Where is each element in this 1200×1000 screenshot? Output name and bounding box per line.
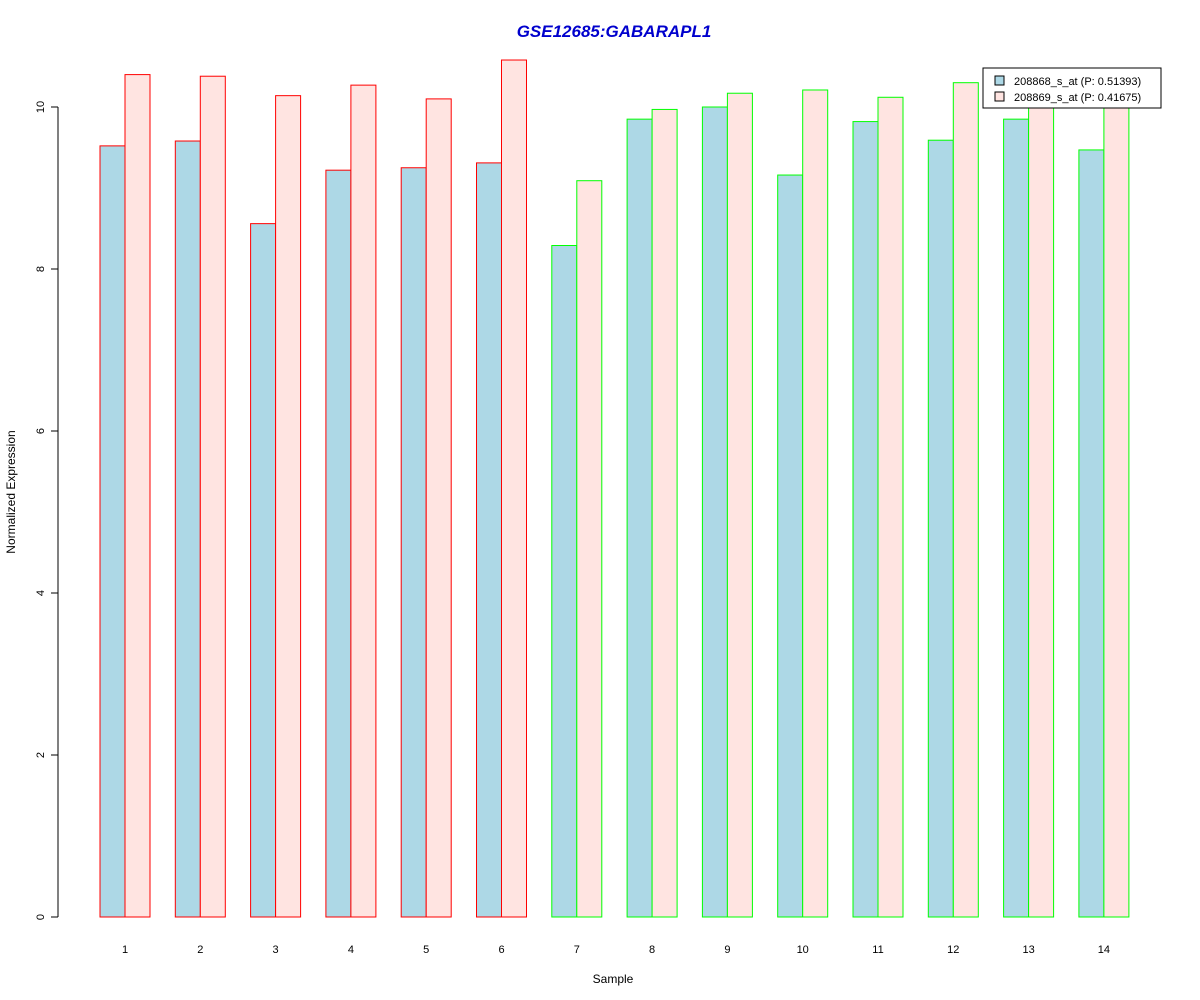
bar-series-2-sample-8 bbox=[651, 108, 678, 918]
y-tick-label: 10 bbox=[35, 101, 47, 113]
bar-series-2-sample-11 bbox=[877, 96, 904, 918]
bar-series-1-sample-8 bbox=[626, 118, 653, 918]
bar-series-2-sample-10 bbox=[802, 89, 829, 918]
y-tick-label: 4 bbox=[35, 590, 47, 596]
bar-series-1-sample-13 bbox=[1003, 118, 1030, 918]
bar-series-1-sample-11 bbox=[852, 121, 879, 918]
x-tick-label: 10 bbox=[797, 944, 809, 956]
bar-series-2-sample-9 bbox=[726, 92, 753, 918]
x-tick-label: 8 bbox=[649, 944, 655, 956]
x-tick-label: 5 bbox=[423, 944, 429, 956]
chart-title: GSE12685:GABARAPL1 bbox=[517, 22, 712, 41]
y-axis: 0 2 4 6 8 10 bbox=[35, 101, 59, 920]
y-axis-title: Normalized Expression bbox=[4, 430, 18, 553]
bar-series-1-sample-7 bbox=[551, 245, 578, 918]
legend-box bbox=[982, 67, 1162, 109]
bar-series-1-sample-10 bbox=[777, 174, 804, 918]
x-tick-label: 2 bbox=[197, 944, 203, 956]
x-tick-label: 11 bbox=[872, 944, 883, 956]
x-tick-label: 6 bbox=[498, 944, 504, 956]
x-tick-label: 13 bbox=[1022, 944, 1034, 956]
bar-series-1-sample-6 bbox=[476, 162, 502, 918]
legend-label: 208868_s_at (P: 0.51393) bbox=[1014, 76, 1141, 88]
bar-series-1-sample-12 bbox=[927, 139, 954, 918]
bar-series-2-sample-2 bbox=[199, 75, 226, 918]
bar-series-2-sample-4 bbox=[350, 84, 377, 918]
legend-swatch bbox=[994, 91, 1005, 102]
bar-series-2-sample-13 bbox=[1028, 102, 1055, 918]
x-tick-label: 4 bbox=[348, 944, 354, 956]
y-tick-label: 0 bbox=[35, 914, 47, 920]
x-tick-label: 12 bbox=[947, 944, 959, 956]
bar-series-1-sample-14 bbox=[1078, 149, 1105, 918]
x-axis-title: Sample bbox=[593, 972, 634, 986]
bar-series-1-sample-3 bbox=[250, 223, 277, 918]
bars-group bbox=[99, 59, 1130, 918]
bar-series-2-sample-3 bbox=[275, 95, 302, 918]
bar-series-2-sample-5 bbox=[425, 98, 452, 918]
legend-label: 208869_s_at (P: 0.41675) bbox=[1014, 92, 1141, 104]
x-tick-label: 9 bbox=[724, 944, 730, 956]
x-tick-label: 1 bbox=[122, 944, 128, 956]
y-tick-label: 2 bbox=[35, 752, 47, 758]
x-tick-label: 3 bbox=[273, 944, 279, 956]
bar-series-2-sample-7 bbox=[576, 180, 603, 918]
bar-series-2-sample-14 bbox=[1103, 102, 1130, 918]
bar-series-1-sample-4 bbox=[325, 169, 352, 918]
bar-series-2-sample-1 bbox=[124, 74, 151, 918]
y-tick-label: 8 bbox=[35, 266, 47, 272]
x-tick-label: 14 bbox=[1098, 944, 1110, 956]
bar-series-1-sample-1 bbox=[99, 145, 126, 918]
bar-series-1-sample-5 bbox=[400, 167, 427, 918]
y-tick-label: 6 bbox=[35, 428, 47, 434]
x-tick-label: 7 bbox=[574, 944, 580, 956]
bar-series-2-sample-12 bbox=[952, 82, 979, 918]
bar-series-2-sample-6 bbox=[501, 59, 527, 918]
bar-series-1-sample-9 bbox=[701, 106, 728, 918]
legend: 208868_s_at (P: 0.51393) 208869_s_at (P: … bbox=[982, 67, 1162, 109]
legend-swatch bbox=[994, 75, 1005, 86]
x-axis-labels: 1 2 3 4 5 6 7 8 9 10 11 12 13 14 bbox=[122, 944, 1110, 956]
bar-series-1-sample-2 bbox=[174, 140, 201, 918]
